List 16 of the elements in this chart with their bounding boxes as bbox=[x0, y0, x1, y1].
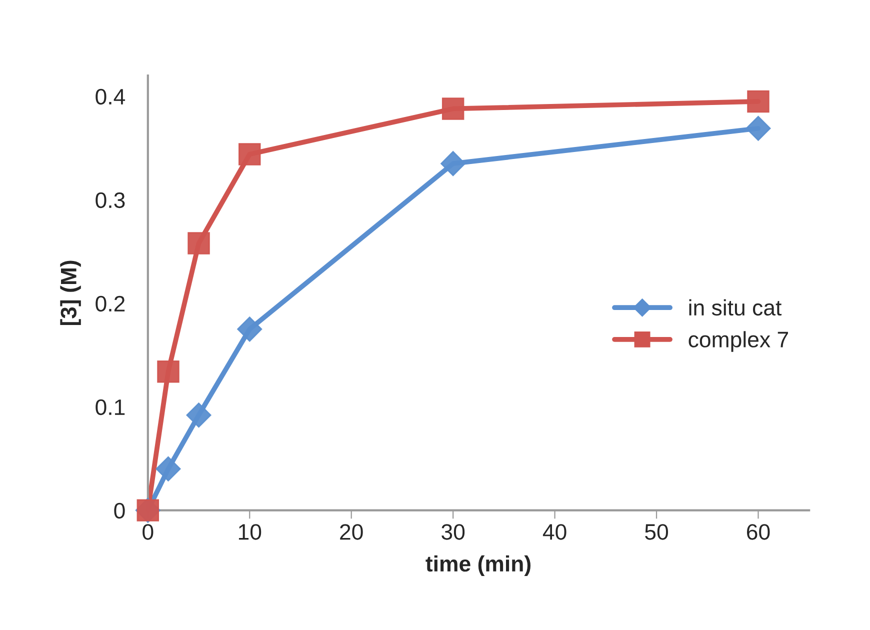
x-tick-label: 10 bbox=[238, 524, 262, 540]
x-tick-label: 50 bbox=[645, 524, 668, 540]
x-axis-title: time (min) bbox=[426, 555, 530, 576]
y-tick-label: 0.2 bbox=[96, 296, 125, 312]
y-tick-label: 0.4 bbox=[96, 88, 126, 105]
y-tick-label: 0.3 bbox=[96, 192, 125, 208]
x-tick-label: 60 bbox=[747, 524, 770, 540]
x-tick-label: 0 bbox=[142, 524, 154, 540]
y-tick-label: 0 bbox=[114, 502, 125, 519]
legend-label: complex 7 bbox=[688, 331, 788, 352]
x-tick-label: 20 bbox=[340, 524, 363, 540]
y-tick-label: 0.1 bbox=[96, 399, 125, 416]
x-tick-label: 30 bbox=[442, 524, 465, 540]
y-axis-title: [3] (M) bbox=[60, 260, 81, 326]
x-tick-label: 40 bbox=[542, 524, 566, 540]
legend-label: in situ cat bbox=[689, 299, 782, 316]
